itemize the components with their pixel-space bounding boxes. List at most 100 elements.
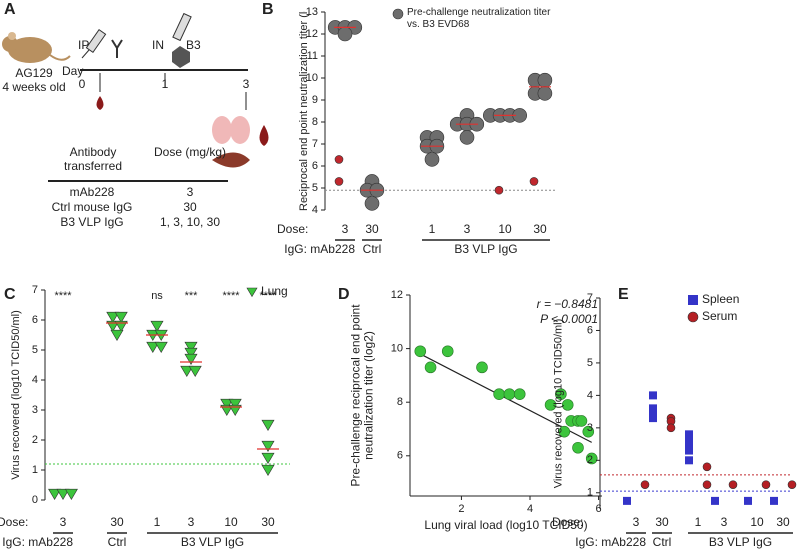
y-axis-title: Pre-challenge reciprocal end point neutr… xyxy=(349,304,376,487)
x-tick-label: 1 xyxy=(695,515,702,529)
data-point xyxy=(572,441,584,454)
legend-label: Lung xyxy=(261,285,288,298)
data-point xyxy=(494,185,504,195)
data-point xyxy=(220,398,234,410)
data-point xyxy=(110,329,124,341)
y-tick-label: 7 xyxy=(587,292,593,304)
y-tick-label: 8 xyxy=(312,116,318,128)
data-point xyxy=(640,480,650,489)
virus-label: B3 xyxy=(186,38,201,52)
group-label: B3 VLP IgG xyxy=(181,535,244,549)
data-point xyxy=(537,86,553,101)
legend-label-box: Lung xyxy=(261,285,288,298)
day-tick: 0 xyxy=(79,77,86,91)
x-tick-label: 30 xyxy=(776,515,790,529)
data-point xyxy=(106,320,120,332)
data-point xyxy=(114,320,128,332)
table-cell: 3 xyxy=(187,185,194,199)
day-label: Day xyxy=(62,64,83,78)
data-point xyxy=(424,152,440,167)
data-point xyxy=(685,456,693,465)
panel-letter: B xyxy=(262,1,274,18)
y-tick-label: 10 xyxy=(391,343,403,355)
table-header: Dose (mg/kg) xyxy=(153,146,227,159)
significance-label: *** xyxy=(185,290,199,302)
data-point xyxy=(761,480,771,489)
legend-label-box: Spleen xyxy=(702,293,740,306)
dose-label: Dose: xyxy=(0,515,28,529)
data-point xyxy=(424,361,437,374)
data-point xyxy=(493,388,505,400)
data-point xyxy=(702,462,712,472)
x-tick-label: 30 xyxy=(655,515,669,529)
data-point xyxy=(561,399,574,411)
x-tick-label: 30 xyxy=(110,515,124,529)
data-point xyxy=(476,361,488,374)
x-tick-label: 3 xyxy=(342,222,349,236)
data-point xyxy=(685,440,693,449)
x-tick-label: 3 xyxy=(464,222,471,236)
significance-label: **** xyxy=(54,290,72,302)
data-point xyxy=(146,341,160,353)
table-cell: Ctrl mouse IgG xyxy=(52,200,133,214)
y-axis-title: Reciprocal end point neutralization tite… xyxy=(298,11,310,211)
arrows xyxy=(99,73,247,110)
mouse-icon xyxy=(2,32,71,63)
y-tick-label: 1 xyxy=(32,464,38,476)
y-tick-label: 2 xyxy=(587,454,593,466)
x-tick-label: 3 xyxy=(188,515,195,529)
data-point xyxy=(150,320,164,332)
x-tick-label: 10 xyxy=(498,222,512,236)
data-point xyxy=(228,404,242,416)
data-point xyxy=(106,311,120,323)
group-label: B3 VLP IgG xyxy=(709,535,772,549)
data-point xyxy=(558,425,571,438)
data-point xyxy=(537,72,553,88)
data-point xyxy=(503,388,516,400)
group-label: Ctrl xyxy=(108,535,127,549)
significance-label: **** xyxy=(222,290,240,302)
y-tick-label: 6 xyxy=(587,324,593,336)
y-tick-label: 6 xyxy=(397,450,403,462)
data-point xyxy=(114,311,128,323)
data-point xyxy=(154,341,168,353)
legend-marker xyxy=(687,311,699,323)
mouse-strain: AG129 xyxy=(15,66,53,80)
y-tick-label: 6 xyxy=(32,314,38,326)
day-tick: 3 xyxy=(243,77,250,91)
significance-label: ns xyxy=(151,290,163,302)
y-axis-title: Virus recovered (log10 TCID50/ml) xyxy=(10,310,22,480)
data-point xyxy=(582,425,595,438)
y-tick-label: 0 xyxy=(32,494,38,506)
y-tick-label: 5 xyxy=(32,344,38,356)
table-cell: 30 xyxy=(183,200,197,214)
y-tick-label: 11 xyxy=(307,50,318,62)
x-tick-label: 30 xyxy=(365,222,379,236)
data-point xyxy=(685,430,693,439)
organ-icons xyxy=(212,116,269,168)
data-point xyxy=(555,388,567,400)
y-axis-title: Virus recovered (log10 TCID50/ml) xyxy=(552,318,564,489)
group-label: IgG: mAb228 xyxy=(575,535,646,549)
data-point xyxy=(666,423,676,433)
data-point xyxy=(702,480,712,489)
data-point xyxy=(64,488,78,500)
y-axis-title-box: Reciprocal end point neutralization tite… xyxy=(298,11,310,211)
data-point xyxy=(261,440,275,452)
legend-label: Serum xyxy=(702,310,738,323)
blood-icon xyxy=(96,96,104,110)
y-tick-label: 4 xyxy=(587,389,593,401)
syringe-icon xyxy=(81,28,107,59)
x-tick-label: 30 xyxy=(533,222,547,236)
table-cell: B3 VLP IgG xyxy=(60,215,123,229)
y-tick-label: 5 xyxy=(312,182,318,194)
data-point xyxy=(649,414,657,423)
legend-label: Spleen xyxy=(702,293,740,306)
panel-letter: D xyxy=(338,286,350,303)
group-label: IgG: mAb228 xyxy=(2,535,73,549)
data-point xyxy=(184,347,198,359)
x-tick-label: 10 xyxy=(224,515,238,529)
y-tick-label: 6 xyxy=(312,160,318,172)
data-point xyxy=(184,353,198,365)
